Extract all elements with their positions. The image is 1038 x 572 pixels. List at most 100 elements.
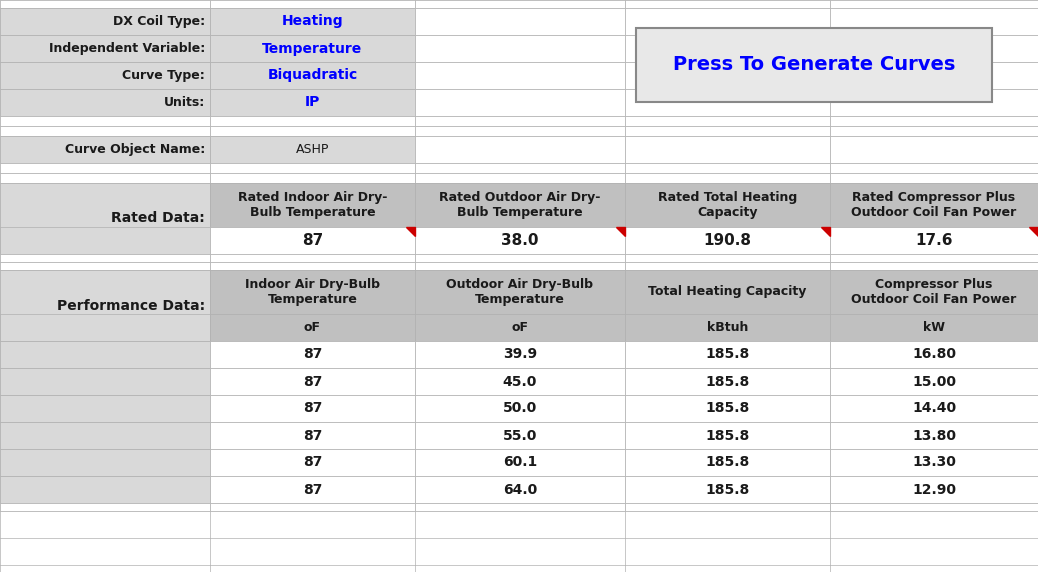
Bar: [210, 262, 415, 270]
Text: 87: 87: [303, 428, 322, 443]
Text: Rated Total Heating
Capacity: Rated Total Heating Capacity: [658, 191, 797, 219]
Bar: [0, 395, 210, 422]
Bar: [415, 262, 625, 270]
Bar: [415, 8, 625, 35]
Text: 38.0: 38.0: [501, 233, 539, 248]
Bar: [830, 173, 1038, 183]
Text: Rated Indoor Air Dry-
Bulb Temperature: Rated Indoor Air Dry- Bulb Temperature: [238, 191, 387, 219]
Bar: [210, 8, 415, 35]
Bar: [0, 116, 210, 126]
Bar: [415, 449, 625, 476]
Text: 50.0: 50.0: [502, 402, 537, 415]
Bar: [415, 476, 625, 503]
Bar: [210, 0, 415, 8]
Text: 55.0: 55.0: [502, 428, 538, 443]
Bar: [415, 116, 625, 126]
Bar: [625, 62, 830, 89]
Text: Curve Object Name:: Curve Object Name:: [64, 143, 204, 156]
Bar: [210, 62, 415, 89]
Bar: [625, 262, 830, 270]
Bar: [0, 254, 210, 262]
Bar: [830, 314, 1038, 341]
Bar: [0, 173, 210, 183]
Text: 185.8: 185.8: [706, 483, 749, 496]
Bar: [830, 503, 1038, 511]
Bar: [625, 163, 830, 173]
Text: 87: 87: [303, 375, 322, 388]
Polygon shape: [616, 227, 625, 236]
Text: 87: 87: [303, 483, 322, 496]
Bar: [415, 126, 625, 136]
Bar: [415, 254, 625, 262]
Bar: [830, 126, 1038, 136]
Bar: [625, 183, 830, 227]
Bar: [415, 368, 625, 395]
Bar: [830, 62, 1038, 89]
Bar: [210, 227, 415, 254]
Bar: [625, 35, 830, 62]
Bar: [830, 254, 1038, 262]
Bar: [210, 503, 415, 511]
Bar: [0, 126, 210, 136]
Text: oF: oF: [304, 321, 321, 334]
Bar: [625, 227, 830, 254]
Bar: [415, 89, 625, 116]
Text: 87: 87: [302, 233, 323, 248]
Text: Curve Type:: Curve Type:: [122, 69, 204, 82]
Polygon shape: [821, 227, 830, 236]
Bar: [210, 116, 415, 126]
Text: Biquadratic: Biquadratic: [268, 69, 358, 82]
Text: 14.40: 14.40: [912, 402, 956, 415]
Bar: [210, 395, 415, 422]
Bar: [210, 163, 415, 173]
Bar: [415, 173, 625, 183]
Bar: [625, 395, 830, 422]
Text: Units:: Units:: [164, 96, 204, 109]
Bar: [415, 163, 625, 173]
Bar: [415, 314, 625, 341]
Text: 87: 87: [303, 402, 322, 415]
Bar: [415, 341, 625, 368]
Text: kBtuh: kBtuh: [707, 321, 748, 334]
Bar: [0, 0, 210, 8]
Text: Performance Data:: Performance Data:: [57, 299, 204, 312]
Bar: [625, 449, 830, 476]
Text: 17.6: 17.6: [916, 233, 953, 248]
Bar: [415, 270, 625, 314]
Bar: [0, 341, 210, 368]
Bar: [210, 314, 415, 341]
Bar: [830, 341, 1038, 368]
Bar: [830, 0, 1038, 8]
Bar: [210, 126, 415, 136]
Bar: [625, 254, 830, 262]
Bar: [0, 35, 210, 62]
Text: Rated Outdoor Air Dry-
Bulb Temperature: Rated Outdoor Air Dry- Bulb Temperature: [439, 191, 601, 219]
Bar: [830, 8, 1038, 35]
Bar: [415, 35, 625, 62]
Bar: [0, 62, 210, 89]
Bar: [625, 89, 830, 116]
Bar: [830, 163, 1038, 173]
Bar: [625, 136, 830, 163]
Text: 16.80: 16.80: [912, 348, 956, 362]
Bar: [0, 368, 210, 395]
Bar: [0, 476, 210, 503]
Text: ASHP: ASHP: [296, 143, 329, 156]
Bar: [0, 314, 210, 341]
Bar: [415, 0, 625, 8]
Bar: [415, 227, 625, 254]
Bar: [830, 227, 1038, 254]
Bar: [830, 422, 1038, 449]
Bar: [0, 227, 210, 254]
Bar: [830, 395, 1038, 422]
Bar: [210, 422, 415, 449]
Bar: [830, 368, 1038, 395]
Bar: [0, 270, 210, 341]
Bar: [0, 89, 210, 116]
Bar: [210, 368, 415, 395]
Text: Outdoor Air Dry-Bulb
Temperature: Outdoor Air Dry-Bulb Temperature: [446, 278, 594, 306]
Bar: [415, 136, 625, 163]
Bar: [210, 476, 415, 503]
Bar: [0, 8, 210, 35]
Bar: [415, 183, 625, 227]
